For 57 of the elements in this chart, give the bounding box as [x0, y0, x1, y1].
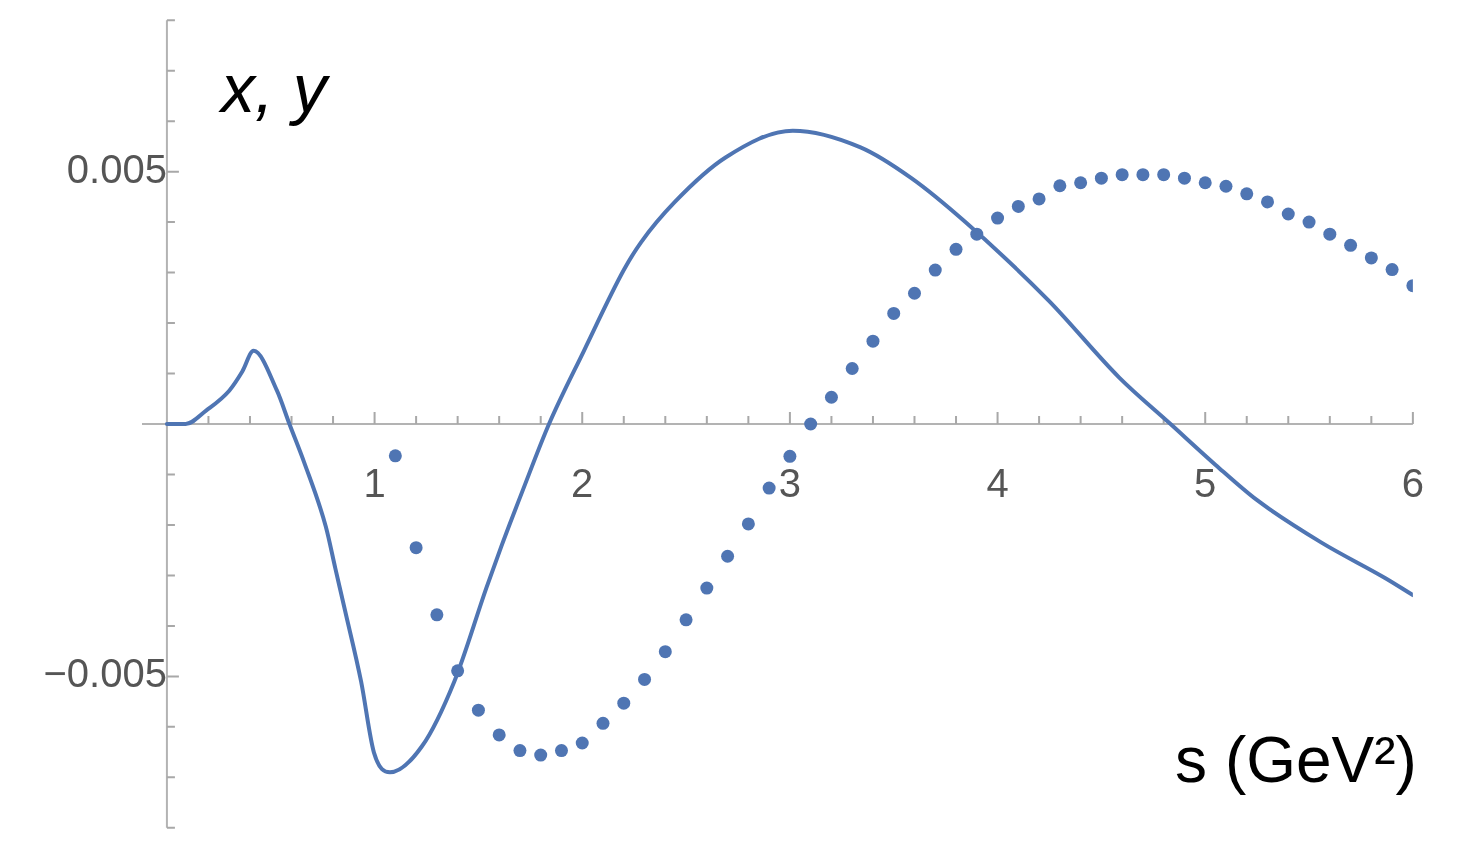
- point: [1094, 171, 1108, 185]
- point: [845, 361, 859, 375]
- point: [513, 744, 527, 758]
- point: [492, 728, 506, 742]
- y-tick-label: −0.005: [43, 651, 167, 696]
- y-axis-title: x, y: [217, 50, 331, 127]
- x-tick-label: 5: [1194, 461, 1217, 506]
- point: [554, 744, 568, 758]
- point: [638, 672, 652, 686]
- point: [700, 581, 714, 595]
- point: [1032, 192, 1046, 206]
- point: [1261, 195, 1275, 209]
- point: [1344, 238, 1358, 252]
- y-tick-label: 0.005: [66, 146, 167, 191]
- x-tick-label: 3: [778, 461, 802, 506]
- point: [1219, 179, 1233, 193]
- point: [887, 306, 901, 320]
- point: [1177, 171, 1191, 185]
- point: [991, 211, 1005, 225]
- point: [804, 417, 818, 431]
- point: [617, 696, 631, 710]
- point: [1011, 199, 1025, 213]
- x-tick-label: 2: [571, 461, 594, 506]
- point: [679, 613, 693, 627]
- point: [534, 748, 548, 762]
- point: [721, 549, 735, 563]
- point: [1157, 168, 1171, 182]
- point: [1385, 263, 1399, 277]
- x-tick-label: 4: [986, 461, 1009, 506]
- point: [928, 263, 942, 277]
- point: [596, 716, 610, 730]
- point: [783, 449, 797, 463]
- point: [1323, 227, 1337, 241]
- point: [824, 390, 838, 404]
- x-tick-label: 1: [363, 461, 386, 506]
- point: [762, 481, 776, 495]
- point: [1115, 168, 1129, 182]
- point: [430, 608, 444, 622]
- point: [1240, 187, 1254, 201]
- point: [575, 736, 589, 750]
- point: [409, 541, 423, 555]
- point: [388, 449, 402, 463]
- x-axis-title: s (GeV²): [1175, 723, 1417, 796]
- point: [866, 334, 880, 348]
- point: [1302, 215, 1316, 229]
- point: [658, 645, 672, 659]
- point: [1198, 176, 1212, 190]
- point: [1281, 207, 1295, 221]
- point: [1364, 251, 1378, 265]
- point: [907, 286, 921, 300]
- point: [1053, 179, 1067, 193]
- point: [949, 242, 963, 256]
- point: [741, 517, 755, 531]
- point: [1074, 176, 1088, 190]
- point: [471, 703, 485, 717]
- x-tick-label: 6: [1401, 461, 1424, 506]
- point: [1136, 168, 1150, 182]
